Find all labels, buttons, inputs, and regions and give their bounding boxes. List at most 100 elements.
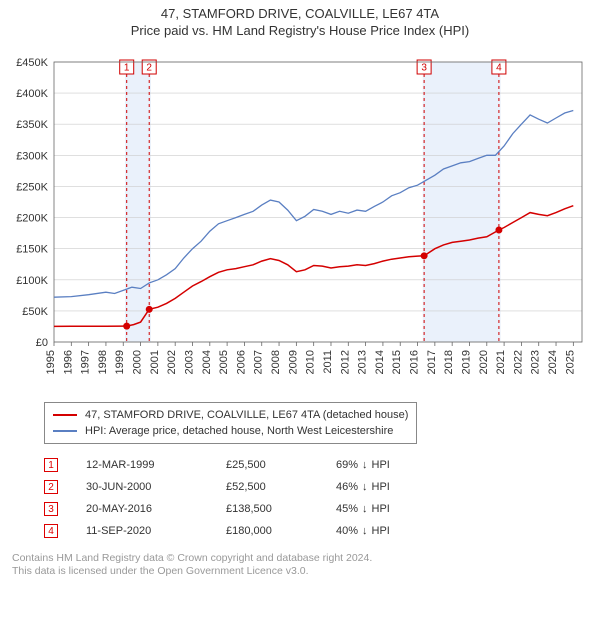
x-tick-label: 1999 — [114, 350, 126, 374]
y-tick-label: £450K — [16, 57, 48, 69]
y-tick-label: £150K — [16, 244, 48, 256]
chart-band — [125, 62, 151, 342]
footnote-line2: This data is licensed under the Open Gov… — [12, 565, 588, 578]
x-tick-label: 2007 — [253, 350, 265, 374]
x-tick-label: 2019 — [460, 350, 472, 374]
x-tick-label: 1996 — [62, 350, 74, 374]
table-row: 4 11-SEP-2020£180,00040% ↓ HPI — [44, 520, 580, 542]
event-badge-label: 1 — [124, 63, 130, 74]
chart-svg: £0 £50K £100K £150K £200K £250K £300K £350K £400… — [10, 44, 590, 394]
x-tick-label: 2024 — [547, 350, 559, 374]
tx-badge: 4 — [44, 524, 58, 538]
tx-date: 11-SEP-2020 — [86, 525, 226, 537]
event-badge-label: 2 — [146, 63, 152, 74]
tx-rel-pct: 45% — [336, 503, 358, 515]
tx-relative: 40% ↓ HPI — [336, 525, 456, 537]
tx-date: 12-MAR-1999 — [86, 459, 226, 471]
x-tick-label: 1998 — [97, 350, 109, 374]
x-tick-label: 2002 — [166, 350, 178, 374]
x-tick-label: 2022 — [512, 350, 524, 374]
arrow-down-icon: ↓ — [362, 525, 368, 537]
x-tick-label: 2011 — [322, 350, 334, 374]
tx-rel-pct: 69% — [336, 459, 358, 471]
title-main: 47, STAMFORD DRIVE, COALVILLE, LE67 4TA — [0, 6, 600, 21]
x-tick-label: 2023 — [530, 350, 542, 374]
x-tick-label: 2010 — [305, 350, 317, 374]
chart-band — [423, 62, 501, 342]
series-marker — [146, 306, 153, 313]
x-tick-label: 2015 — [391, 350, 403, 374]
legend: 47, STAMFORD DRIVE, COALVILLE, LE67 4TA … — [44, 402, 417, 444]
tx-rel-to: HPI — [372, 525, 390, 537]
footnote: Contains HM Land Registry data © Crown c… — [12, 552, 588, 578]
x-tick-label: 2020 — [478, 350, 490, 374]
tx-rel-pct: 40% — [336, 525, 358, 537]
tx-price: £25,500 — [226, 459, 336, 471]
legend-label: 47, STAMFORD DRIVE, COALVILLE, LE67 4TA … — [85, 407, 408, 423]
series-marker — [495, 227, 502, 234]
x-tick-label: 2021 — [495, 350, 507, 374]
event-badge-label: 3 — [421, 63, 427, 74]
series-marker — [123, 323, 130, 330]
y-tick-label: £0 — [36, 337, 48, 349]
tx-rel-pct: 46% — [336, 481, 358, 493]
tx-price: £52,500 — [226, 481, 336, 493]
arrow-down-icon: ↓ — [362, 459, 368, 471]
x-tick-label: 2004 — [201, 350, 213, 374]
table-row: 1 12-MAR-1999£25,50069% ↓ HPI — [44, 454, 580, 476]
chart: £0 £50K £100K £150K £200K £250K £300K £350K £400… — [10, 44, 590, 394]
y-tick-label: £200K — [16, 213, 48, 225]
transactions-table: 1 12-MAR-1999£25,50069% ↓ HPI 2 30-JUN-2000£5… — [44, 454, 580, 542]
x-tick-label: 2009 — [287, 350, 299, 374]
arrow-down-icon: ↓ — [362, 481, 368, 493]
legend-label: HPI: Average price, detached house, Nort… — [85, 423, 393, 439]
tx-rel-to: HPI — [372, 459, 390, 471]
x-tick-label: 2014 — [374, 350, 386, 374]
tx-badge: 3 — [44, 502, 58, 516]
x-tick-label: 2016 — [409, 350, 421, 374]
page-root: 47, STAMFORD DRIVE, COALVILLE, LE67 4TA … — [0, 0, 600, 620]
tx-date: 30-JUN-2000 — [86, 481, 226, 493]
tx-relative: 69% ↓ HPI — [336, 459, 456, 471]
x-tick-label: 2003 — [183, 350, 195, 374]
y-tick-label: £350K — [16, 119, 48, 131]
x-tick-label: 2012 — [339, 350, 351, 374]
y-tick-label: £100K — [16, 275, 48, 287]
x-tick-label: 2000 — [132, 350, 144, 374]
tx-badge: 1 — [44, 458, 58, 472]
x-tick-label: 2018 — [443, 350, 455, 374]
legend-swatch — [53, 414, 77, 416]
title-sub: Price paid vs. HM Land Registry's House … — [0, 23, 600, 38]
event-badge-label: 4 — [496, 63, 502, 74]
legend-item: HPI: Average price, detached house, Nort… — [53, 423, 408, 439]
y-tick-label: £300K — [16, 150, 48, 162]
tx-rel-to: HPI — [372, 503, 390, 515]
x-tick-label: 2008 — [270, 350, 282, 374]
legend-swatch — [53, 430, 77, 432]
y-tick-label: £50K — [22, 306, 48, 318]
x-tick-label: 2025 — [564, 350, 576, 374]
x-tick-label: 1997 — [80, 350, 92, 374]
y-tick-label: £400K — [16, 88, 48, 100]
footnote-line1: Contains HM Land Registry data © Crown c… — [12, 552, 588, 565]
x-tick-label: 2013 — [357, 350, 369, 374]
tx-date: 20-MAY-2016 — [86, 503, 226, 515]
arrow-down-icon: ↓ — [362, 503, 368, 515]
tx-price: £180,000 — [226, 525, 336, 537]
table-row: 3 20-MAY-2016£138,50045% ↓ HPI — [44, 498, 580, 520]
x-tick-label: 1995 — [45, 350, 57, 374]
table-row: 2 30-JUN-2000£52,50046% ↓ HPI — [44, 476, 580, 498]
series-marker — [421, 252, 428, 259]
tx-badge: 2 — [44, 480, 58, 494]
y-tick-label: £250K — [16, 181, 48, 193]
x-tick-label: 2001 — [149, 350, 161, 374]
tx-rel-to: HPI — [372, 481, 390, 493]
x-tick-label: 2017 — [426, 350, 438, 374]
legend-item: 47, STAMFORD DRIVE, COALVILLE, LE67 4TA … — [53, 407, 408, 423]
x-tick-label: 2005 — [218, 350, 230, 374]
tx-relative: 45% ↓ HPI — [336, 503, 456, 515]
titles: 47, STAMFORD DRIVE, COALVILLE, LE67 4TA … — [0, 0, 600, 38]
tx-price: £138,500 — [226, 503, 336, 515]
x-tick-label: 2006 — [235, 350, 247, 374]
tx-relative: 46% ↓ HPI — [336, 481, 456, 493]
